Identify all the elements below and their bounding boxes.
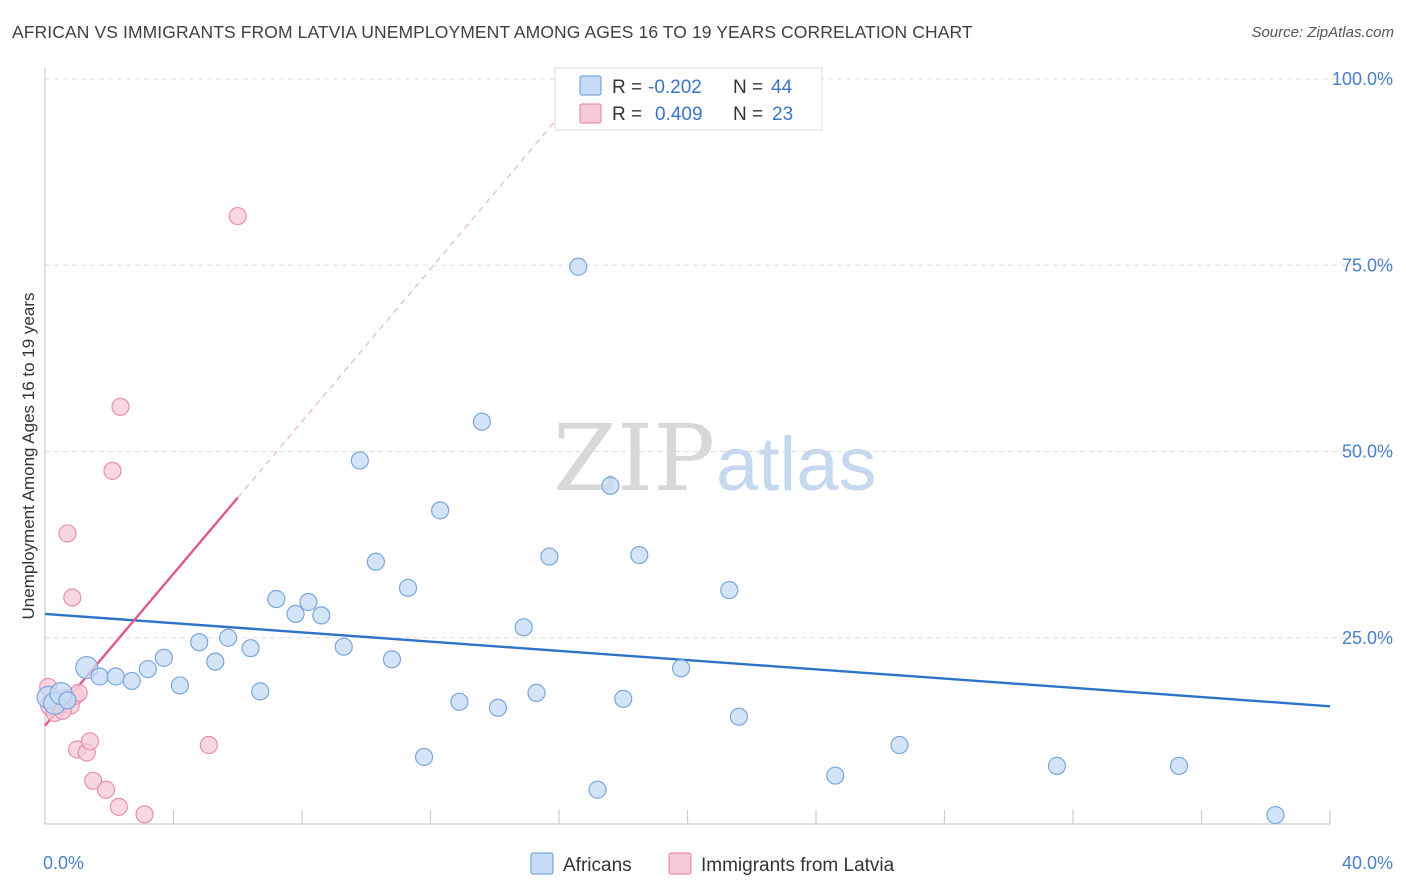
- latvia-point-14: [96, 780, 116, 799]
- x-tick-label-40: 40.0%: [1342, 853, 1393, 873]
- africans-point-9: [154, 648, 173, 667]
- series-legend-label-africans: Africans: [563, 855, 632, 876]
- africans-point-44: [1169, 756, 1189, 775]
- africans-point-25: [414, 747, 434, 767]
- africans-point-6: [106, 667, 125, 686]
- latvia-point-19: [199, 735, 218, 755]
- africans-point-35: [601, 476, 620, 495]
- africans-point-5: [90, 667, 109, 686]
- africans-point-37: [630, 545, 649, 565]
- latvia-point-16: [109, 797, 128, 816]
- africans-point-18: [299, 592, 318, 612]
- africans-point-32: [540, 547, 559, 566]
- latvia-point-17: [111, 397, 130, 416]
- y-tick-label-25: 25.0%: [1342, 628, 1393, 648]
- legend-n-value-latvia: 23: [772, 104, 793, 125]
- watermark: ZIP atlas: [553, 405, 877, 512]
- legend-n-label-latvia: N =: [733, 104, 763, 125]
- africans-point-41: [826, 766, 845, 785]
- africans-point-3: [58, 691, 77, 710]
- africans-point-8: [138, 659, 157, 679]
- africans-point-30: [514, 618, 533, 637]
- africans-point-34: [588, 780, 607, 799]
- legend-n-value-africans: 44: [771, 77, 793, 98]
- africans-points: [36, 257, 1285, 825]
- latvia-point-5: [58, 524, 77, 543]
- africans-point-28: [472, 412, 491, 431]
- y-tick-label-75: 75.0%: [1342, 255, 1393, 275]
- africans-point-26: [431, 501, 450, 520]
- y-tick-label-50: 50.0%: [1342, 442, 1393, 462]
- africans-point-31: [527, 683, 546, 702]
- legend-swatch-africans: [579, 75, 602, 96]
- legend-n-label-africans: N =: [733, 77, 763, 98]
- africans-point-17: [286, 604, 305, 624]
- africans-point-16: [267, 589, 286, 609]
- africans-point-42: [890, 735, 909, 755]
- y-tick-label-100: 100.0%: [1332, 69, 1393, 89]
- x-tick-label-0: 0.0%: [43, 853, 84, 873]
- latvia-point-12: [80, 732, 100, 751]
- africans-point-20: [334, 637, 353, 656]
- africans-point-23: [382, 650, 402, 669]
- africans-point-10: [170, 676, 190, 695]
- latvia-point-15: [103, 461, 122, 480]
- africans-point-45: [1266, 805, 1285, 825]
- grid: [45, 78, 1392, 639]
- africans-point-13: [219, 628, 238, 647]
- africans-point-14: [241, 639, 260, 658]
- latvia-point-13: [84, 771, 103, 790]
- latvia-points: [39, 206, 247, 824]
- trendline-latvia-extension: [237, 108, 566, 499]
- trendline-africans: [44, 612, 1331, 708]
- africans-point-12: [206, 652, 225, 671]
- africans-point-27: [450, 692, 469, 711]
- africans-point-19: [312, 606, 331, 625]
- africans-point-11: [190, 633, 209, 652]
- series-legend: Africans Immigrants from Latvia: [530, 852, 895, 876]
- legend-r-value-africans: -0.202: [648, 77, 702, 98]
- legend-swatch-latvia: [579, 103, 602, 124]
- legend-r-value-latvia: 0.409: [655, 104, 703, 125]
- africans-point-36: [614, 689, 633, 708]
- africans-point-29: [488, 698, 508, 717]
- africans-point-39: [720, 580, 739, 600]
- series-legend-label-latvia: Immigrants from Latvia: [701, 855, 895, 876]
- africans-point-21: [350, 451, 369, 470]
- africans-point-15: [251, 682, 270, 701]
- legend-r-label-latvia: R =: [612, 104, 642, 125]
- tick-labels: 25.0% 50.0% 75.0% 100.0% 0.0% 40.0%: [43, 69, 1393, 873]
- africans-point-40: [729, 707, 749, 726]
- africans-point-7: [122, 671, 141, 691]
- latvia-point-7: [63, 588, 82, 607]
- chart-source: Source: ZipAtlas.com: [1251, 24, 1394, 41]
- watermark-zip: ZIP: [553, 405, 715, 512]
- africans-point-24: [398, 578, 418, 597]
- africans-point-22: [366, 552, 385, 571]
- series-legend-swatch-africans: [530, 852, 554, 875]
- legend-r-label-africans: R =: [612, 77, 642, 98]
- africans-point-38: [671, 659, 691, 678]
- latvia-point-18: [135, 805, 154, 824]
- africans-point-43: [1047, 756, 1067, 775]
- latvia-point-20: [228, 206, 247, 226]
- correlation-legend: R = -0.202 N = 44 R = 0.409 N = 23: [554, 67, 823, 131]
- series-legend-swatch-latvia: [668, 852, 692, 875]
- watermark-atlas: atlas: [716, 422, 877, 507]
- chart-title: AFRICAN VS IMMIGRANTS FROM LATVIA UNEMPL…: [12, 22, 973, 42]
- y-axis-title: Unemployment Among Ages 16 to 19 years: [19, 293, 38, 620]
- africans-point-33: [569, 257, 588, 276]
